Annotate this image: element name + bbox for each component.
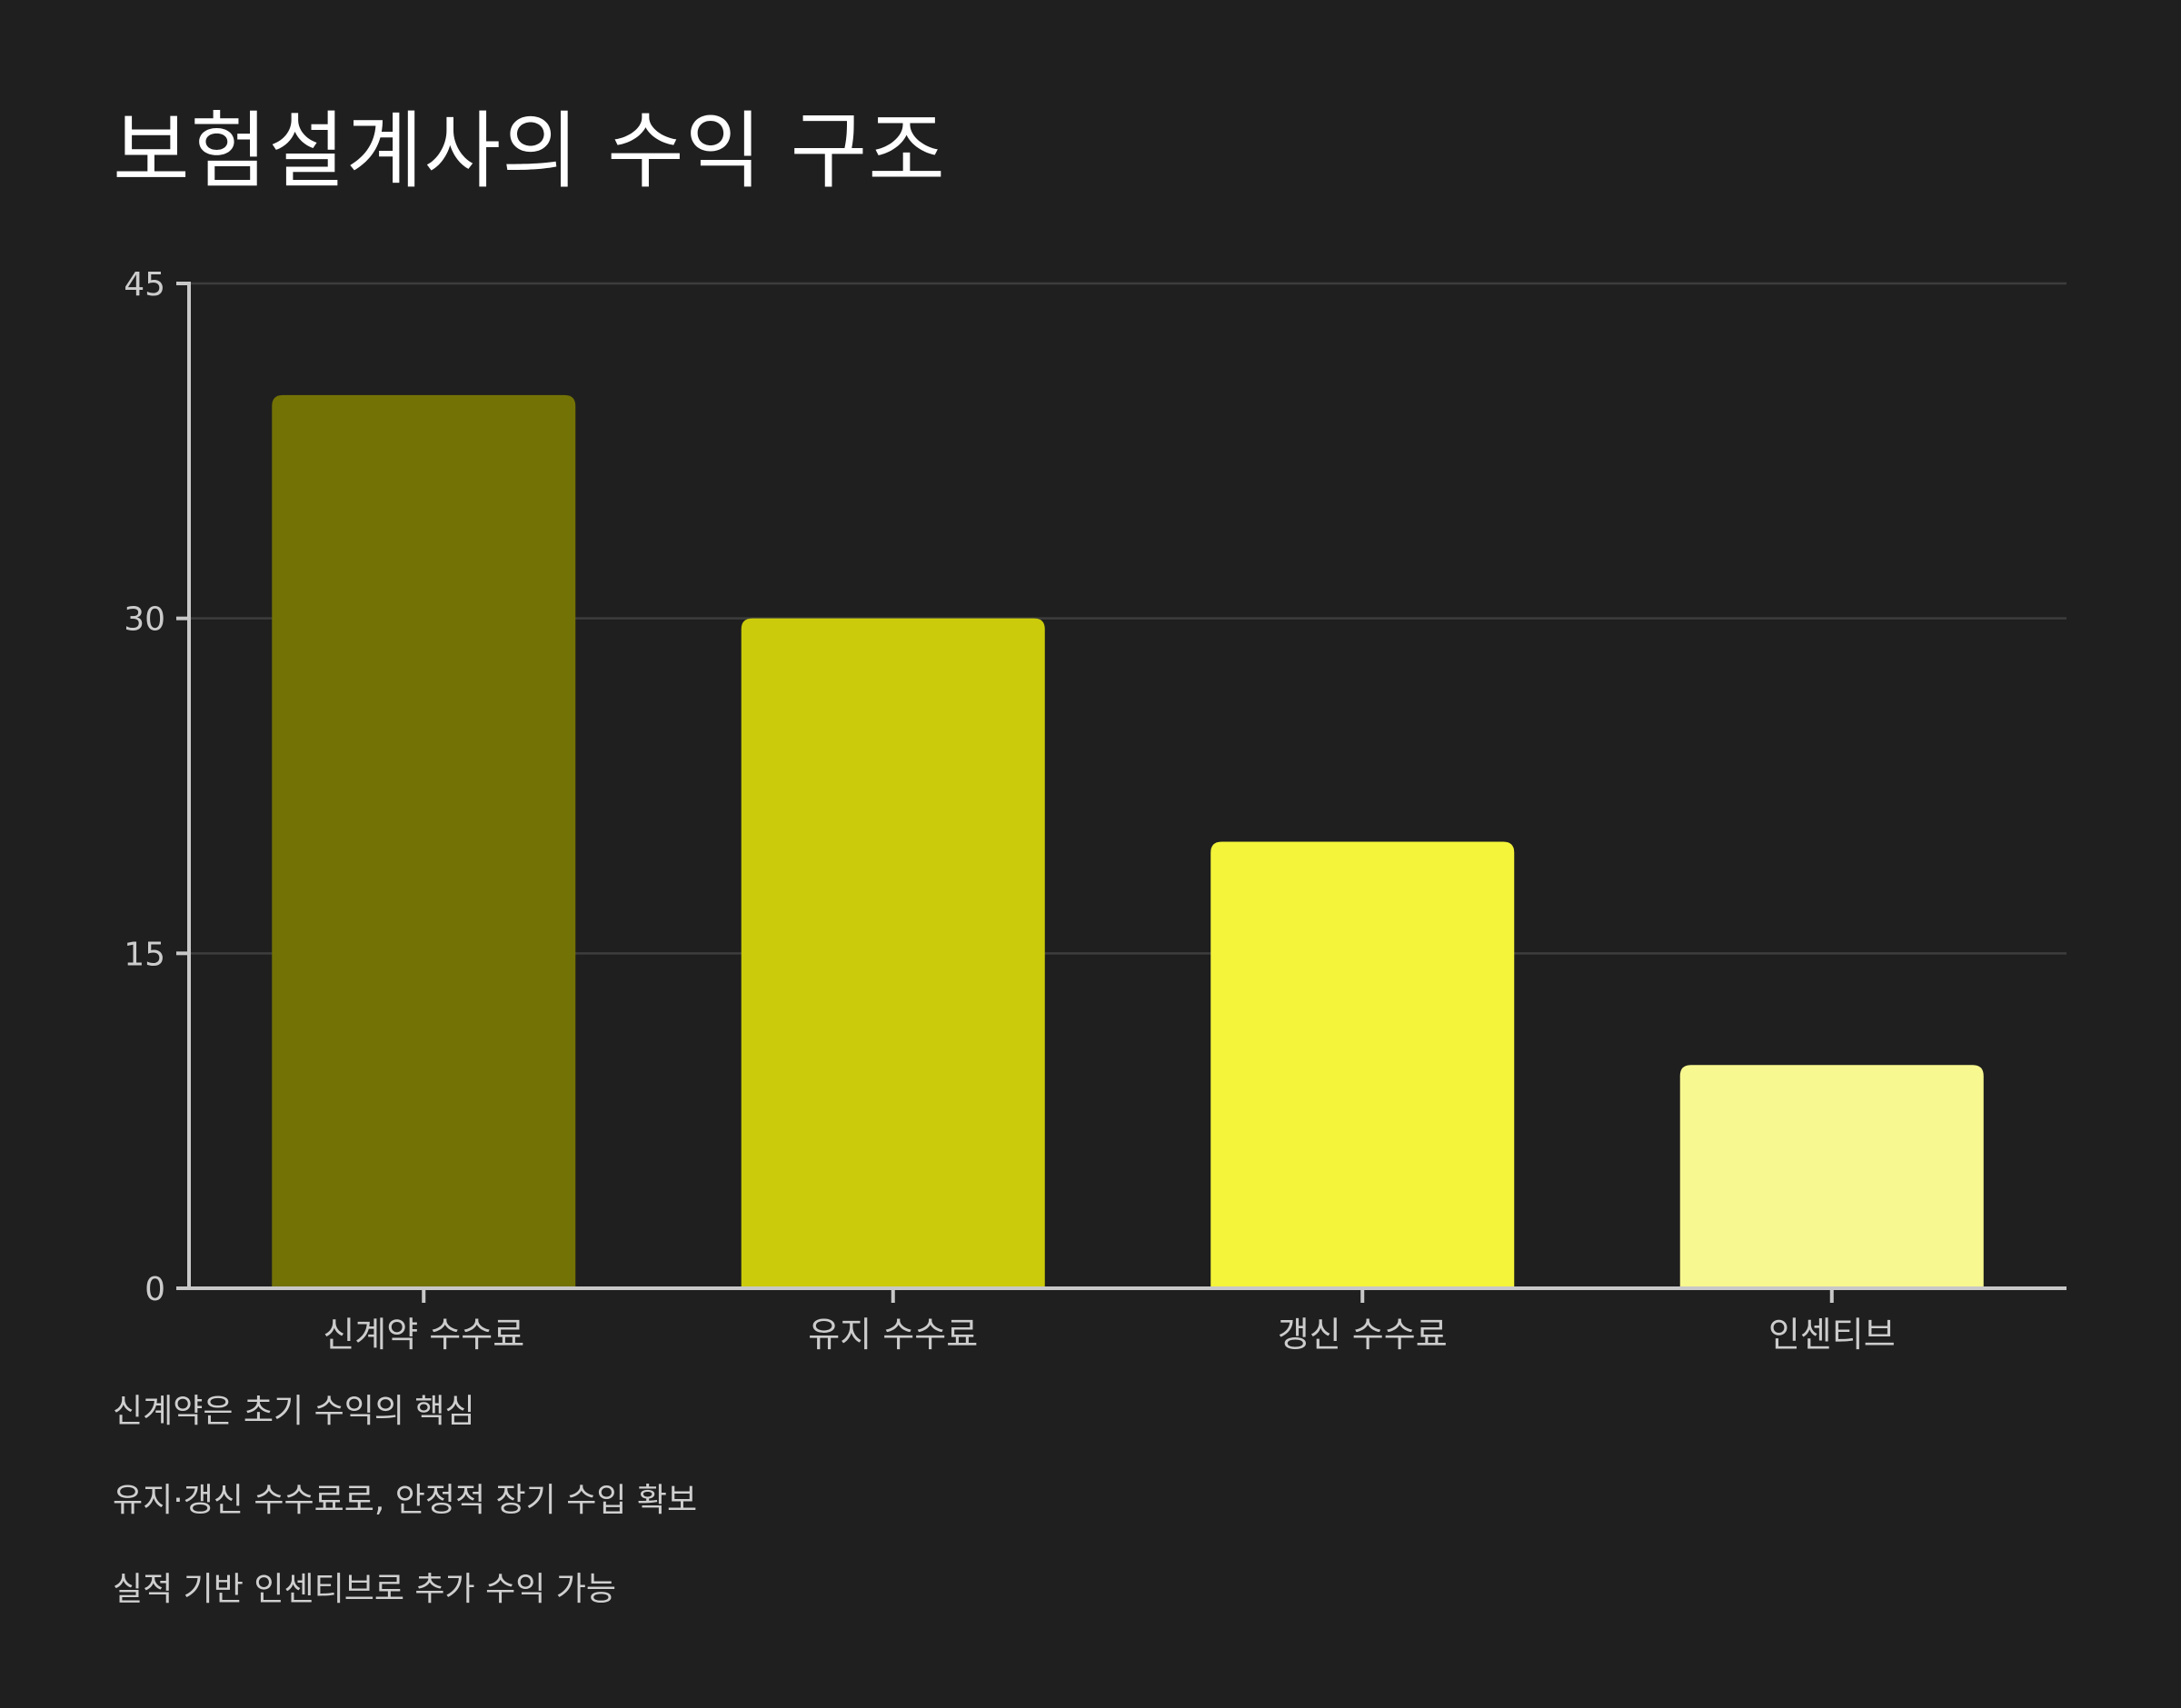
note-1: 신계약은 초기 수익의 핵심 — [113, 1393, 475, 1430]
bar — [1210, 841, 1515, 1288]
y-tick-label: 0 — [144, 1271, 165, 1308]
x-tick-label: 인센티브 — [1768, 1315, 1896, 1355]
x-tick-label: 유지 수수료 — [808, 1315, 978, 1355]
notes-list: 신계약은 초기 수익의 핵심 유지·갱신 수수료로, 안정적 장기 수입 확보 … — [113, 1386, 697, 1653]
y-tick-label: 30 — [124, 601, 165, 639]
bar — [741, 618, 1045, 1288]
chart-title: 보험설계사의 수익 구조 — [113, 103, 946, 200]
y-tick-label: 45 — [124, 266, 165, 303]
bar-chart: 0 15 30 45 신계약 수수료 유지 수수료 갱신 수수료 인센티브 — [124, 266, 2066, 1355]
bar — [272, 394, 576, 1288]
note-3: 실적 기반 인센티브로 추가 수익 가능 — [113, 1571, 617, 1608]
y-tick-label: 15 — [124, 936, 165, 973]
x-tick-label: 갱신 수수료 — [1278, 1315, 1448, 1355]
x-tick-label: 신계약 수수료 — [323, 1315, 524, 1355]
note-2: 유지·갱신 수수료로, 안정적 장기 수입 확보 — [113, 1482, 698, 1519]
bar — [1679, 1065, 1984, 1288]
